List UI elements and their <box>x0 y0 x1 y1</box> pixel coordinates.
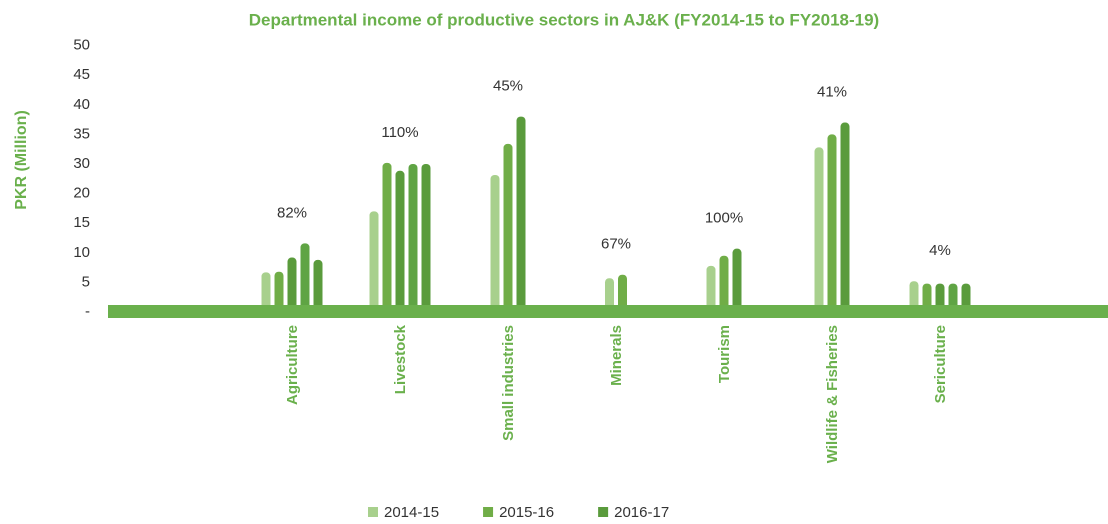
y-tick-label: 10 <box>73 244 90 261</box>
bar <box>421 164 431 312</box>
y-tick-label: 5 <box>82 273 90 290</box>
bar <box>948 283 958 312</box>
bar <box>490 174 500 312</box>
bar <box>827 134 837 312</box>
bar <box>922 283 932 312</box>
bar <box>719 255 729 312</box>
bar <box>961 283 971 312</box>
bar <box>516 116 526 312</box>
x-axis <box>108 305 1108 318</box>
x-tick-label: Wildlife & Fisheries <box>824 325 841 463</box>
bar-annotation: 67% <box>601 236 631 253</box>
bar <box>274 271 284 312</box>
legend-label: 2016-17 <box>614 504 669 521</box>
bar-annotation: 45% <box>493 78 523 95</box>
x-tick-label: Livestock <box>392 324 409 394</box>
legend-label: 2015-16 <box>499 504 554 521</box>
x-tick-label: Agriculture <box>284 325 301 405</box>
bar <box>313 259 323 312</box>
y-tick-label: 35 <box>73 125 90 142</box>
bar <box>605 278 614 312</box>
y-tick-label: 20 <box>73 185 90 202</box>
legend-swatch <box>368 507 378 517</box>
legend-swatch <box>483 507 494 517</box>
bar <box>300 243 310 312</box>
x-tick-label: Tourism <box>716 325 733 383</box>
bar <box>395 170 405 312</box>
y-tick-label: 15 <box>73 214 90 231</box>
bar <box>840 122 850 312</box>
chart-title: Departmental income of productive sector… <box>249 10 879 29</box>
y-tick-label: 40 <box>73 96 90 113</box>
bar-annotation: 4% <box>929 242 951 259</box>
bar <box>287 257 297 312</box>
bar-annotation: 110% <box>381 124 418 141</box>
bar <box>909 281 919 312</box>
x-tick-label: Sericulture <box>932 325 949 403</box>
x-tick-label: Small industries <box>500 325 517 441</box>
bar <box>261 272 271 312</box>
y-tick-label: 30 <box>73 155 90 172</box>
y-axis-label: PKR (Million) <box>13 110 30 210</box>
y-tick-label: - <box>85 303 90 320</box>
bar-annotation: 41% <box>817 84 847 101</box>
bar <box>935 283 945 312</box>
bar <box>706 265 716 312</box>
y-tick-label: 45 <box>73 66 90 83</box>
y-tick-label: 50 <box>73 37 90 54</box>
bar <box>814 147 824 312</box>
bar <box>618 274 627 312</box>
bar <box>408 164 418 312</box>
bar-annotation: 82% <box>277 204 307 221</box>
x-tick-label: Minerals <box>608 325 625 386</box>
bar-annotation: 100% <box>705 210 743 227</box>
legend-label: 2014-15 <box>384 504 439 521</box>
bar <box>503 143 513 312</box>
bar <box>732 248 742 312</box>
legend-swatch <box>598 507 609 517</box>
bar <box>382 162 392 312</box>
bar <box>369 211 379 312</box>
